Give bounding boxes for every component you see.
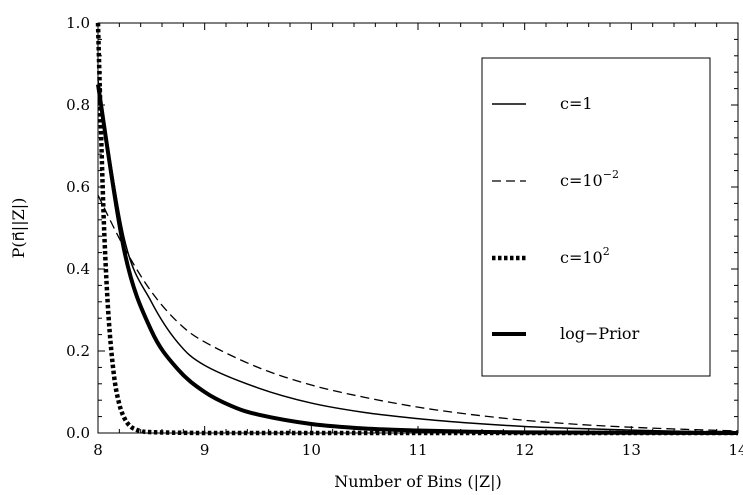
y-tick-label: 0.6 bbox=[66, 178, 90, 196]
x-tick-label: 8 bbox=[93, 441, 103, 459]
x-tick-label: 9 bbox=[200, 441, 210, 459]
series-layer bbox=[95, 22, 739, 436]
x-tick-label: 13 bbox=[622, 441, 641, 459]
axis-ticks bbox=[97, 22, 739, 434]
y-tick-label: 0.2 bbox=[66, 342, 90, 360]
y-tick-label: 0.8 bbox=[66, 96, 90, 114]
x-tick-label: 14 bbox=[728, 441, 743, 459]
series-line-3 bbox=[96, 84, 739, 435]
y-tick-label: 0.4 bbox=[66, 260, 90, 278]
tick-labels: 8 9 10 11 12 13 14 0.0 0.2 0.4 0.6 0.8 1.0 bbox=[66, 14, 743, 459]
legend-label-3: log−Prior bbox=[560, 324, 640, 343]
legend-label-0: c=1 bbox=[560, 94, 593, 113]
series-line-0 bbox=[97, 80, 739, 433]
y-axis-label: P(n⃗||Z|) bbox=[9, 198, 28, 259]
legend-box bbox=[481, 57, 711, 377]
series-line-1 bbox=[97, 194, 739, 432]
y-tick-label: 1.0 bbox=[66, 14, 90, 32]
x-tick-label: 10 bbox=[302, 441, 321, 459]
y-tick-label: 0.0 bbox=[66, 424, 90, 442]
x-axis-label: Number of Bins (|Z|) bbox=[334, 472, 501, 491]
legend-label-2: c=102 bbox=[560, 245, 610, 267]
x-tick-label: 12 bbox=[515, 441, 534, 459]
x-tick-label: 11 bbox=[408, 441, 427, 459]
